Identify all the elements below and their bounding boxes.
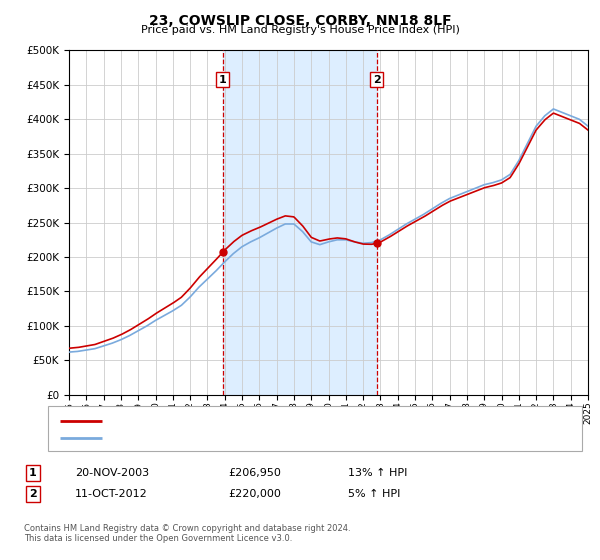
Text: 1: 1	[219, 74, 226, 85]
Text: 1: 1	[29, 468, 37, 478]
Text: 2: 2	[373, 74, 380, 85]
Text: Price paid vs. HM Land Registry's House Price Index (HPI): Price paid vs. HM Land Registry's House …	[140, 25, 460, 35]
Text: 23, COWSLIP CLOSE, CORBY, NN18 8LF: 23, COWSLIP CLOSE, CORBY, NN18 8LF	[149, 14, 451, 28]
Text: 2: 2	[29, 489, 37, 499]
Bar	[223, 50, 377, 395]
Text: 11-OCT-2012: 11-OCT-2012	[75, 489, 148, 499]
Text: £206,950: £206,950	[228, 468, 281, 478]
Text: 20-NOV-2003: 20-NOV-2003	[75, 468, 149, 478]
Text: Contains HM Land Registry data © Crown copyright and database right 2024.
This d: Contains HM Land Registry data © Crown c…	[24, 524, 350, 543]
Text: HPI: Average price, detached house, North Northamptonshire: HPI: Average price, detached house, Nort…	[111, 433, 431, 444]
Text: 23, COWSLIP CLOSE, CORBY, NN18 8LF (detached house): 23, COWSLIP CLOSE, CORBY, NN18 8LF (deta…	[111, 416, 410, 426]
Text: 13% ↑ HPI: 13% ↑ HPI	[348, 468, 407, 478]
Text: 5% ↑ HPI: 5% ↑ HPI	[348, 489, 400, 499]
Text: £220,000: £220,000	[228, 489, 281, 499]
